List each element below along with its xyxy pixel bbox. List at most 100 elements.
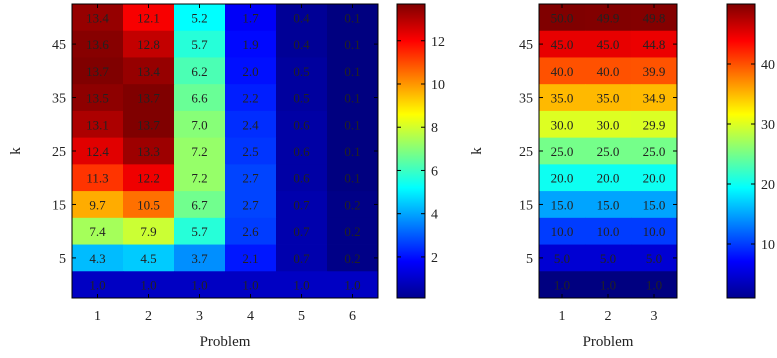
heatmap-cell bbox=[276, 137, 328, 165]
heatmap-cell bbox=[631, 30, 678, 58]
heatmap-cell bbox=[225, 84, 277, 112]
cell-value-label: 1.0 bbox=[554, 278, 570, 293]
cell-value-label: 13.3 bbox=[137, 144, 160, 159]
x-tick-label: 2 bbox=[605, 309, 612, 324]
heatmap-cell bbox=[631, 271, 678, 299]
heatmap-cell bbox=[174, 4, 226, 32]
heatmap-cell bbox=[123, 4, 175, 32]
cell-value-label: 12.2 bbox=[137, 171, 160, 186]
cell-value-label: 0.6 bbox=[293, 117, 310, 132]
heatmap-cell bbox=[225, 30, 277, 58]
cell-value-label: 1.0 bbox=[293, 278, 309, 293]
cell-value-label: 7.2 bbox=[191, 171, 207, 186]
heatmap-cell bbox=[225, 4, 277, 32]
x-tick-label: 3 bbox=[651, 309, 658, 324]
x-tick-label: 1 bbox=[94, 309, 101, 324]
colorbar-tick-label: 6 bbox=[431, 164, 438, 179]
heatmap-cell bbox=[123, 137, 175, 165]
cell-value-label: 25.0 bbox=[643, 144, 666, 159]
cell-value-label: 49.9 bbox=[597, 10, 620, 25]
heatmap-cell bbox=[174, 191, 226, 219]
cell-value-label: 10.0 bbox=[597, 224, 620, 239]
heatmap-cell bbox=[174, 217, 226, 245]
heatmap-cell bbox=[539, 191, 586, 219]
heatmap-cell bbox=[631, 4, 678, 32]
heatmap-cell bbox=[225, 57, 277, 85]
cell-value-label: 1.0 bbox=[344, 278, 360, 293]
cell-value-label: 10.0 bbox=[643, 224, 666, 239]
cell-value-label: 13.7 bbox=[137, 91, 160, 106]
cell-value-label: 0.6 bbox=[293, 144, 310, 159]
cell-value-label: 13.6 bbox=[86, 37, 109, 52]
heatmap-cell bbox=[585, 244, 632, 272]
cell-value-label: 0.2 bbox=[344, 197, 360, 212]
cell-value-label: 1.0 bbox=[242, 278, 258, 293]
heatmap-cell bbox=[276, 271, 328, 299]
heatmap-cell bbox=[174, 244, 226, 272]
cell-value-label: 4.3 bbox=[89, 251, 105, 266]
cell-value-label: 0.4 bbox=[293, 37, 310, 52]
cell-value-label: 0.1 bbox=[344, 144, 360, 159]
heatmap-cell bbox=[327, 244, 379, 272]
cell-value-label: 6.2 bbox=[191, 64, 207, 79]
cell-value-label: 13.5 bbox=[86, 91, 109, 106]
heatmap-cell bbox=[72, 271, 124, 299]
cell-value-label: 15.0 bbox=[643, 197, 666, 212]
x-tick-label: 4 bbox=[247, 309, 254, 324]
heatmap-cell bbox=[585, 84, 632, 112]
heatmap-cell bbox=[225, 271, 277, 299]
heatmap-cell bbox=[631, 217, 678, 245]
cell-value-label: 0.7 bbox=[293, 251, 310, 266]
y-tick-label: 35 bbox=[52, 92, 66, 107]
x-axis-label: Problem bbox=[200, 334, 251, 350]
heatmap-cell bbox=[123, 84, 175, 112]
cell-value-label: 0.1 bbox=[344, 64, 360, 79]
heatmap-cell bbox=[72, 30, 124, 58]
cell-value-label: 30.0 bbox=[551, 117, 574, 132]
y-tick-label: 25 bbox=[52, 145, 66, 160]
cell-value-label: 2.0 bbox=[242, 64, 258, 79]
y-tick-label: 15 bbox=[519, 198, 533, 213]
cell-value-label: 13.4 bbox=[86, 10, 109, 25]
cell-value-label: 4.5 bbox=[140, 251, 156, 266]
cell-value-label: 25.0 bbox=[597, 144, 620, 159]
heatmap-cell bbox=[631, 110, 678, 139]
y-tick-label: 45 bbox=[519, 38, 533, 53]
cell-value-label: 44.8 bbox=[643, 37, 666, 52]
heatmap-cell bbox=[225, 191, 277, 219]
heatmap-cell bbox=[174, 271, 226, 299]
heatmap-cell bbox=[539, 164, 586, 192]
heatmap-cell bbox=[585, 164, 632, 192]
y-tick-label: 5 bbox=[526, 252, 533, 267]
heatmap-cell bbox=[631, 137, 678, 165]
x-tick-label: 6 bbox=[349, 309, 356, 324]
heatmap-cell bbox=[174, 84, 226, 112]
heatmap-cell bbox=[631, 57, 678, 85]
heatmap-cell bbox=[123, 271, 175, 299]
cell-value-label: 10.0 bbox=[551, 224, 574, 239]
heatmap-cell bbox=[327, 164, 379, 192]
cell-value-label: 10.5 bbox=[137, 197, 160, 212]
cell-value-label: 1.9 bbox=[242, 37, 258, 52]
heatmap-cell bbox=[225, 137, 277, 165]
heatmap-cell bbox=[276, 244, 328, 272]
heatmap-cell bbox=[539, 244, 586, 272]
heatmap-cell bbox=[327, 30, 379, 58]
colorbar-tick-label: 4 bbox=[431, 208, 438, 223]
heatmap-cell bbox=[276, 217, 328, 245]
cell-value-label: 5.7 bbox=[191, 224, 208, 239]
cell-value-label: 12.1 bbox=[137, 10, 160, 25]
cell-value-label: 1.0 bbox=[140, 278, 156, 293]
cell-value-label: 13.7 bbox=[137, 117, 160, 132]
heatmap-left: 13.4 12.1 5.2 1.7 0.4 0.113.6 12.8 5.7 1.9 0.4 0.1… bbox=[8, 3, 379, 350]
heatmap-cell bbox=[276, 84, 328, 112]
heatmap-cell bbox=[276, 110, 328, 139]
heatmap-cell bbox=[174, 30, 226, 58]
x-tick-label: 3 bbox=[196, 309, 203, 324]
heatmap-cell bbox=[327, 57, 379, 85]
cell-value-label: 39.9 bbox=[643, 64, 666, 79]
y-tick-label: 5 bbox=[59, 252, 66, 267]
cell-value-label: 5.2 bbox=[191, 10, 207, 25]
y-tick-label: 15 bbox=[52, 198, 66, 213]
heatmap-cell bbox=[539, 84, 586, 112]
